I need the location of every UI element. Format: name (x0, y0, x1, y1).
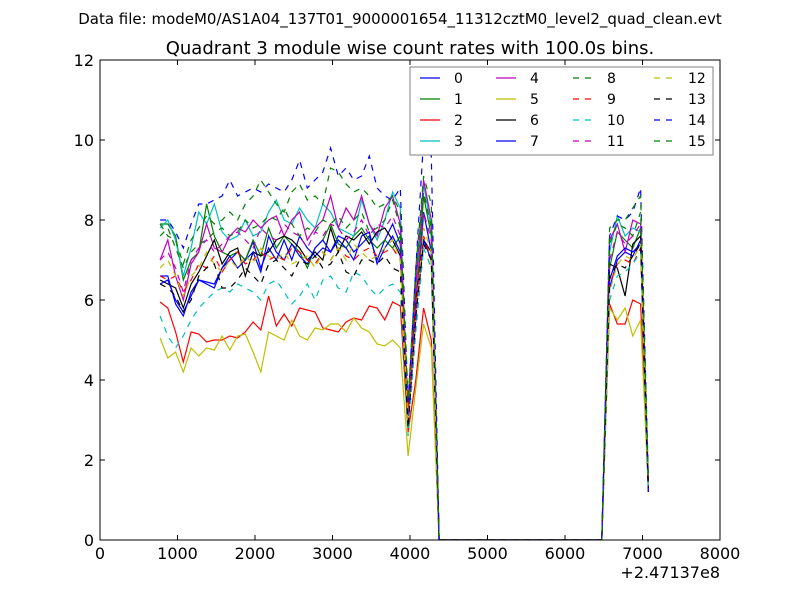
legend-label-14: 14 (688, 113, 706, 129)
legend-label-13: 13 (688, 92, 706, 108)
y-tick-label: 2 (84, 451, 94, 470)
x-tick-label: 6000 (545, 544, 586, 563)
series-line-10 (159, 247, 649, 540)
plot-lines (159, 137, 649, 540)
legend-label-10: 10 (607, 113, 625, 129)
legend-label-1: 1 (454, 92, 463, 108)
y-tick-label: 10 (74, 131, 94, 150)
series-line-7 (159, 231, 649, 540)
legend-label-4: 4 (530, 71, 539, 87)
series-line-6 (159, 225, 649, 540)
x-tick-label: 5000 (467, 544, 508, 563)
legend-label-5: 5 (530, 92, 539, 108)
legend-label-3: 3 (454, 134, 463, 150)
y-tick-label: 0 (84, 531, 94, 550)
y-tick-label: 12 (74, 51, 94, 70)
x-tick-label: 1000 (157, 544, 198, 563)
x-tick-label: 0 (95, 544, 105, 563)
y-tick-label: 8 (84, 211, 94, 230)
legend-label-6: 6 (530, 113, 539, 129)
axes: 0 1000 2000 3000 4000 5000 6000 7000 80000246810… (74, 51, 741, 563)
x-tick-label: 7000 (622, 544, 663, 563)
x-tick-label: 8000 (700, 544, 741, 563)
x-tick-label: 4000 (390, 544, 431, 563)
y-tick-label: 4 (84, 371, 94, 390)
legend-label-8: 8 (607, 71, 616, 87)
legend-label-7: 7 (530, 134, 539, 150)
series-line-12 (159, 227, 649, 540)
chart-title: Quadrant 3 module wise count rates with … (166, 38, 655, 59)
legend-label-15: 15 (688, 134, 706, 150)
series-line-9 (159, 235, 649, 540)
legend-label-11: 11 (607, 134, 625, 150)
legend-label-12: 12 (688, 71, 706, 87)
series-line-5 (159, 306, 649, 540)
legend-label-9: 9 (607, 92, 616, 108)
y-tick-label: 6 (84, 291, 94, 310)
chart-suptitle: Data file: modeM0/AS1A04_137T01_90000016… (78, 10, 722, 29)
series-line-13 (159, 241, 649, 540)
series-line-11 (159, 211, 649, 540)
x-tick-label: 2000 (235, 544, 276, 563)
x-offset-label: +2.47137e8 (620, 563, 720, 582)
x-tick-label: 3000 (312, 544, 353, 563)
legend-label-0: 0 (454, 71, 463, 87)
legend-box (409, 66, 714, 156)
legend-label-2: 2 (454, 113, 463, 129)
